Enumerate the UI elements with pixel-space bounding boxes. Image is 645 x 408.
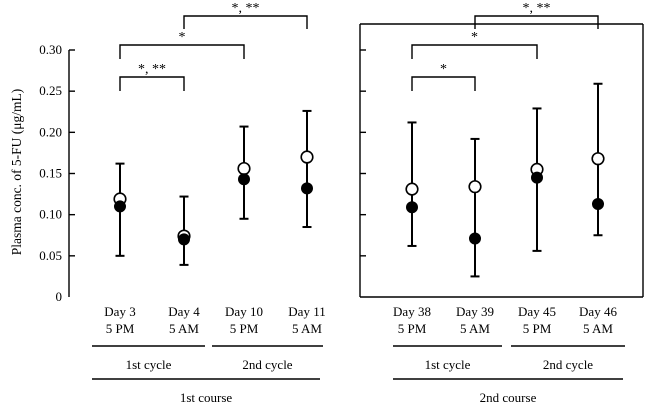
- data-point-group: [530, 107, 544, 252]
- open-marker: [237, 161, 251, 176]
- data-point-group: [405, 121, 419, 247]
- course-label: 2nd course: [480, 390, 537, 405]
- cycle-label: 2nd cycle: [242, 357, 292, 372]
- x-category-label: Day 39: [456, 304, 494, 319]
- filled-marker: [592, 197, 604, 210]
- open-marker: [468, 180, 482, 194]
- significance-bracket: [411, 44, 538, 59]
- significance-label: *, **: [232, 1, 260, 16]
- x-category-sublabel: 5 AM: [169, 321, 199, 336]
- x-category-label: Day 45: [518, 304, 556, 319]
- data-point-group: [468, 137, 482, 278]
- open-marker: [300, 150, 314, 164]
- significance-label: *: [471, 30, 478, 45]
- data-point-group: [237, 125, 251, 220]
- filled-marker: [238, 173, 250, 186]
- x-category-label: Day 11: [288, 304, 325, 319]
- x-category-label: Day 4: [168, 304, 200, 319]
- significance-label: *, **: [523, 1, 551, 16]
- y-tick-label: 0.10: [39, 207, 62, 222]
- x-category-sublabel: 5 AM: [460, 321, 490, 336]
- significance-bracket: [411, 76, 476, 91]
- x-category-label: Day 46: [579, 304, 617, 319]
- data-point-group: [177, 195, 191, 266]
- significance-bracket: [183, 15, 308, 29]
- data-point-group: [113, 162, 127, 257]
- y-tick-label: 0.15: [39, 166, 62, 181]
- x-category-sublabel: 5 PM: [230, 321, 259, 336]
- filled-marker: [469, 232, 481, 245]
- filled-marker: [114, 200, 126, 213]
- x-category-label: Day 38: [393, 304, 431, 319]
- significance-bracket: [119, 44, 245, 59]
- significance-bracket: [474, 15, 599, 29]
- y-axis-label: Plasma conc. of 5-FU (μg/mL): [9, 89, 24, 256]
- x-category-sublabel: 5 PM: [106, 321, 135, 336]
- filled-marker: [301, 182, 313, 195]
- open-marker: [405, 182, 419, 196]
- y-tick-label: 0.05: [39, 248, 62, 263]
- x-category-sublabel: 5 AM: [292, 321, 322, 336]
- open-marker: [591, 152, 605, 166]
- significance-label: *: [179, 30, 186, 45]
- data-point-group: [300, 109, 314, 229]
- x-category-sublabel: 5 PM: [523, 321, 552, 336]
- x-category-label: Day 3: [104, 304, 135, 319]
- y-tick-label: 0: [56, 289, 63, 304]
- cycle-label: 2nd cycle: [543, 357, 593, 372]
- significance-bracket: [119, 76, 185, 91]
- significance-label: *: [440, 62, 447, 77]
- y-tick-label: 0.30: [39, 42, 62, 57]
- x-category-sublabel: 5 AM: [583, 321, 613, 336]
- significance-label: *, **: [138, 62, 166, 77]
- x-category-label: Day 10: [225, 304, 263, 319]
- course-label: 1st course: [180, 390, 233, 405]
- cycle-label: 1st cycle: [126, 357, 172, 372]
- cycle-label: 1st cycle: [425, 357, 471, 372]
- filled-marker: [531, 171, 543, 184]
- filled-marker: [406, 201, 418, 214]
- filled-marker: [178, 233, 190, 246]
- x-category-sublabel: 5 PM: [398, 321, 427, 336]
- y-tick-label: 0.20: [39, 124, 62, 139]
- y-tick-label: 0.25: [39, 83, 62, 98]
- data-point-group: [591, 82, 605, 237]
